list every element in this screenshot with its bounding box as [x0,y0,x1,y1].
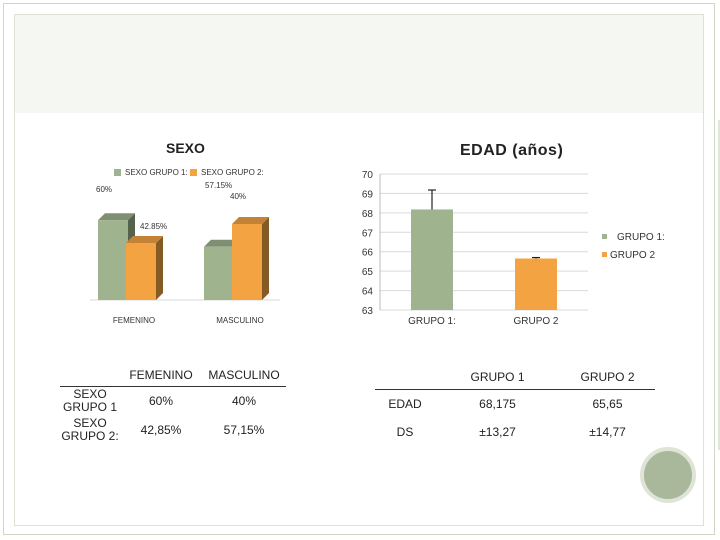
bar-side [156,236,163,300]
table-cell: 65,65 [592,397,623,411]
data-label: 60% [96,185,112,194]
edad-table: GRUPO 1 GRUPO 2 EDAD 68,175 65,65 DS ±13… [375,365,655,446]
sexo-bar-chart: 60% 42.85% FEMENINO 40% 57.15% MASCULINO [90,181,280,325]
category-label: GRUPO 2 [513,316,558,327]
bar-sexo-grupo-2- [232,223,262,300]
legend-swatch [602,252,607,257]
table-header-row: FEMENINO MASCULINO [60,364,286,387]
table-row-label: DS [396,425,414,439]
category-label: GRUPO 1: [408,316,456,327]
legend-swatch-grupo1 [114,169,121,176]
table-corner-cell [375,365,435,390]
legend-label: SEXO GRUPO 2: [201,168,264,177]
bar-sexo-grupo-2- [126,243,156,300]
bar-top [232,216,269,224]
edad-chart-title: EDAD (años) [460,142,564,159]
legend-swatch [602,234,607,239]
bar-grupo-1- [411,209,453,310]
decorative-circle [640,447,696,503]
table-header-cell: FEMENINO [120,364,202,387]
bar-side [262,216,269,300]
table-row-label: EDAD [388,397,422,411]
table-cell: 40% [231,394,257,408]
sexo-legend-grupo1: SEXO GRUPO 1: [114,168,188,177]
table-corner-cell [60,364,120,387]
y-tick-label: 64 [362,287,374,298]
table-row: SEXO GRUPO 1 60% 40% [60,387,286,416]
y-tick-label: 63 [362,306,374,317]
bar-sexo-grupo-1- [98,220,128,300]
table-header-cell: MASCULINO [202,364,286,387]
sexo-table: FEMENINO MASCULINO SEXO GRUPO 1 60% 40% … [60,364,286,445]
table-cell: ±14,77 [589,425,626,439]
y-tick-label: 65 [362,267,374,278]
table-cell: 60% [148,394,174,408]
table-cell: ±13,27 [479,425,516,439]
table-header-cell: GRUPO 1 [435,365,560,390]
table-header-row: GRUPO 1 GRUPO 2 [375,365,655,390]
legend-label: GRUPO 1: [617,232,665,243]
data-label: 42.85% [140,222,167,231]
y-tick-label: 68 [362,209,374,220]
bar-top [126,236,163,244]
table-cell: 42,85% [140,423,182,437]
data-label: 40% [230,192,246,201]
legend-swatch-grupo2 [190,169,197,176]
table-header-cell: GRUPO 2 [560,365,655,390]
slide-side-rule [718,120,720,450]
slide-outer-frame [3,3,715,535]
bar-sexo-grupo-1- [204,246,234,300]
table-cell: 57,15% [223,423,265,437]
table-row: SEXO GRUPO 2: 42,85% 57,15% [60,415,286,445]
table-cell: 68,175 [479,397,516,411]
bar-grupo-2 [515,258,557,310]
data-label: 57.15% [205,181,232,190]
slide-inner-frame [14,14,704,526]
table-row-label: SEXO GRUPO 2: [61,416,119,443]
edad-bar-chart: 63 64 65 66 67 68 69 70 GRUPO 1: GRUPO 2 GRUPO 1: G… [362,170,665,327]
y-tick-label: 66 [362,248,374,259]
y-tick-label: 67 [362,228,374,239]
legend-label: SEXO GRUPO 1: [125,168,188,177]
category-label: FEMENINO [113,316,155,325]
y-tick-label: 70 [362,170,374,181]
table-row: DS ±13,27 ±14,77 [375,418,655,446]
table-row: EDAD 68,175 65,65 [375,390,655,419]
bar-top [98,213,135,221]
category-label: MASCULINO [216,316,264,325]
bar-top [204,239,241,247]
y-tick-label: 69 [362,189,374,200]
slide-header-band [15,15,703,113]
legend-label: GRUPO 2 [610,250,655,261]
sexo-chart-title: SEXO [166,140,205,156]
sexo-legend-grupo2: SEXO GRUPO 2: [190,168,264,177]
table-row-label: SEXO GRUPO 1 [62,387,117,414]
